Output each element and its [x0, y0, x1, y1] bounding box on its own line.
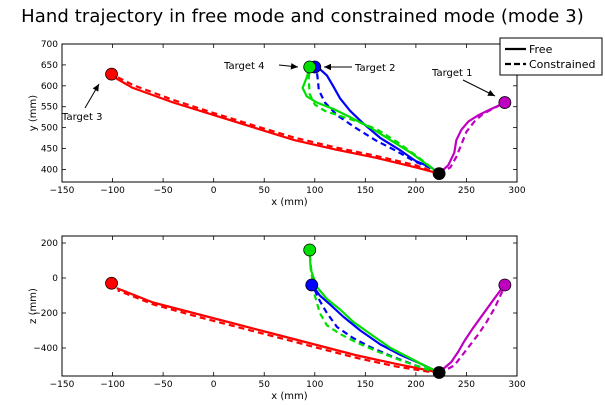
x-tick-label: 150 — [357, 186, 374, 196]
target-marker-3 — [105, 67, 118, 81]
target-arrowhead-2 — [324, 63, 331, 71]
target-marker-4 — [303, 60, 317, 74]
target-marker-4 — [303, 243, 317, 257]
x-tick-label: −50 — [154, 380, 173, 390]
y-tick-label: 600 — [41, 82, 58, 92]
x-tick-label: −150 — [50, 186, 75, 196]
series-line-5 — [307, 66, 440, 175]
y-tick-label: −400 — [33, 344, 58, 354]
series-line-1 — [116, 75, 440, 175]
y-tick-label: 500 — [41, 124, 58, 134]
x-tick-label: 250 — [458, 380, 475, 390]
x-tick-label: 250 — [458, 186, 475, 196]
legend-box — [499, 37, 603, 76]
axes-top: −150 −100 −50 0 50 100 150 200 250 300 400 450 500 55… — [28, 40, 526, 208]
y-tick-label: 550 — [41, 103, 58, 113]
series-line-3 — [313, 66, 440, 175]
x-tick-label: −50 — [154, 186, 173, 196]
legend-label-solid: Free — [529, 43, 553, 56]
x-tick-label: −150 — [50, 380, 75, 390]
target-marker-3 — [105, 276, 118, 290]
series-group — [116, 252, 504, 375]
x-tick-label: 100 — [306, 186, 323, 196]
series-line-6 — [438, 101, 506, 175]
y-tick-label: 0 — [52, 274, 58, 284]
series-line-0 — [115, 77, 441, 175]
target-marker-2 — [305, 278, 319, 292]
axes-frame — [61, 235, 518, 377]
target-marker-1 — [498, 96, 512, 109]
series-group — [115, 65, 506, 175]
x-tick-label: 0 — [211, 380, 217, 390]
x-tick-label: 50 — [258, 186, 270, 196]
x-tick-label: −100 — [100, 380, 125, 390]
series-line-4 — [308, 252, 441, 374]
y-axis-label: z (mm) — [28, 288, 39, 324]
axes-frame — [61, 43, 518, 183]
y-tick-label: −200 — [33, 309, 58, 319]
x-tick-label: 150 — [357, 380, 374, 390]
axes-bottom: −150 −100 −50 0 50 100 150 200 250 300 −400 −200 0 20… — [28, 235, 526, 402]
start-point-marker — [432, 366, 446, 379]
target-marker-1 — [498, 278, 512, 292]
y-tick-label: 700 — [41, 40, 58, 50]
target-label-2: Target 2 — [354, 63, 395, 74]
target-label-3: Target 3 — [61, 112, 102, 123]
target-label-4: Target 4 — [223, 61, 264, 72]
series-line-1 — [117, 289, 440, 375]
series-line-0 — [116, 287, 441, 374]
legend-label-dashed: Constrained — [529, 58, 595, 71]
target-arrowhead-4 — [290, 63, 298, 70]
legend: Free Constrained — [499, 37, 603, 76]
x-axis-label: x (mm) — [271, 391, 307, 402]
figure-title: Hand trajectory in free mode and constra… — [21, 6, 584, 27]
series-line-6 — [438, 287, 503, 374]
x-tick-label: 0 — [211, 186, 217, 196]
x-tick-label: 300 — [508, 380, 525, 390]
series-line-5 — [308, 253, 440, 375]
target-arrowhead-3 — [92, 84, 99, 92]
y-tick-label: 650 — [41, 61, 58, 71]
series-line-3 — [313, 289, 440, 375]
x-tick-label: 200 — [407, 186, 424, 196]
target-label-1: Target 1 — [431, 68, 472, 79]
x-tick-label: 300 — [508, 186, 525, 196]
series-line-7 — [438, 289, 504, 375]
x-tick-label: 100 — [306, 380, 323, 390]
y-axis-label: y (mm) — [28, 95, 39, 131]
start-point-marker — [432, 167, 446, 181]
series-line-7 — [438, 101, 506, 175]
y-tick-label: 450 — [41, 145, 58, 155]
y-tick-label: 400 — [41, 165, 58, 175]
x-tick-label: 200 — [407, 380, 424, 390]
x-tick-label: −100 — [100, 186, 125, 196]
target-arrowhead-1 — [487, 90, 495, 96]
x-tick-label: 50 — [258, 380, 270, 390]
y-tick-label: 200 — [41, 239, 58, 249]
x-axis-label: x (mm) — [271, 197, 307, 208]
